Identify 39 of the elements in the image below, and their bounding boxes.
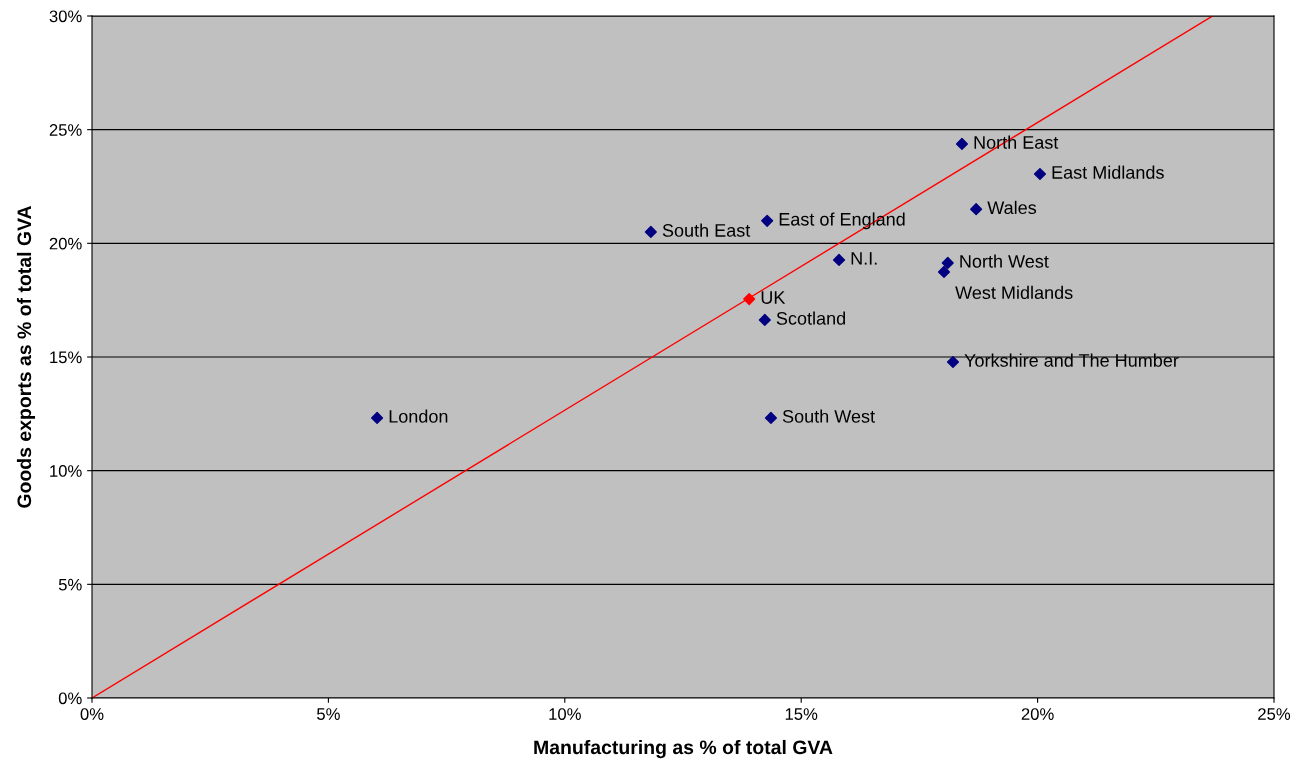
y-tick-label: 5% <box>58 578 82 591</box>
y-tick-label: 10% <box>50 465 82 477</box>
data-label: South East <box>662 223 751 237</box>
data-label: Wales <box>987 200 1037 215</box>
y-tick-label: 15% <box>50 351 82 364</box>
x-tick-label: 25% <box>1258 708 1291 720</box>
data-label: West Midlands <box>955 285 1073 300</box>
point <box>758 313 771 327</box>
data-label: N.I. <box>851 252 877 265</box>
point <box>371 411 384 424</box>
point <box>937 265 951 279</box>
data-label: Yorkshire and The Humber <box>964 353 1179 367</box>
point <box>955 137 969 151</box>
point <box>764 411 778 424</box>
data-label: Scotland <box>776 311 846 325</box>
y-tick-label: 25% <box>49 124 82 136</box>
data-label: South West <box>782 409 875 423</box>
x-tick-label: 10% <box>549 708 581 720</box>
data-label: North West <box>960 254 1049 268</box>
data-label: East Midlands <box>1052 165 1164 179</box>
point <box>743 292 756 306</box>
point <box>941 256 954 269</box>
point <box>1033 167 1047 181</box>
y-tick-label: 0% <box>58 692 82 705</box>
x-tick-label: 0% <box>80 708 104 720</box>
data-label: UK <box>761 291 786 304</box>
x-axis-title: Manufacturing as % of total GVA <box>534 739 833 759</box>
point <box>644 225 657 239</box>
y-tick-label: 30% <box>49 10 82 23</box>
x-tick-label: 15% <box>785 708 818 720</box>
data-label: London <box>389 409 448 423</box>
point <box>946 355 960 369</box>
y-axis-title: Goods exports as % of total GVA <box>16 205 36 508</box>
point <box>761 214 774 227</box>
y-tick-label: 20% <box>49 237 82 250</box>
x-tick-label: 5% <box>317 708 340 720</box>
point <box>970 203 983 216</box>
x-tick-label: 20% <box>1021 708 1054 720</box>
point <box>832 253 846 267</box>
